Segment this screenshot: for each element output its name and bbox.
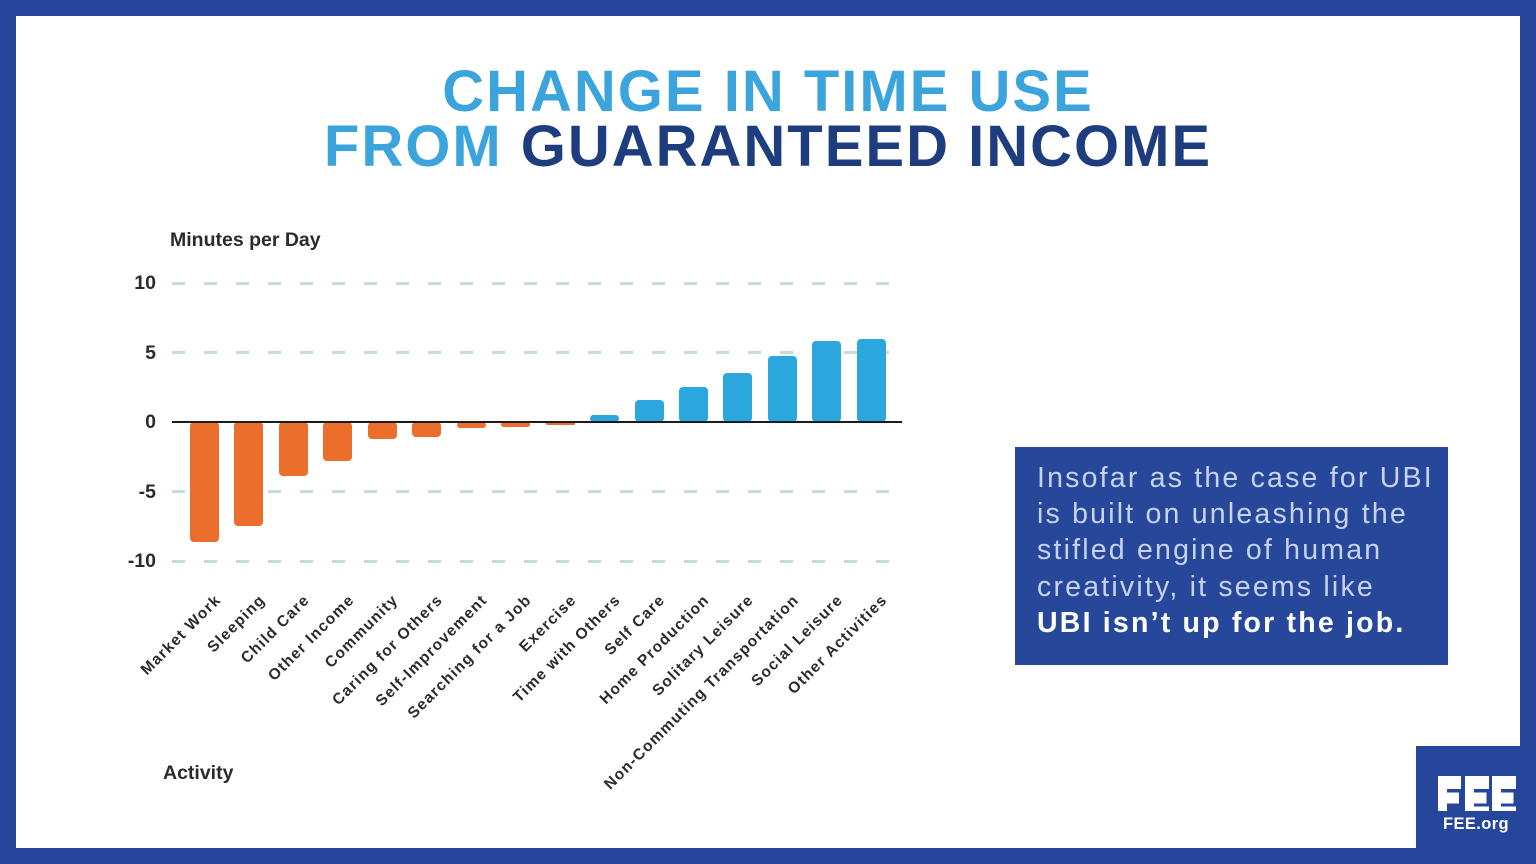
bar-solitary-leisure — [723, 373, 753, 422]
title-line-2: FROM GUARANTEED INCOME — [323, 114, 1213, 179]
bar-time-with-others — [590, 415, 620, 422]
y-tick-label: 0 — [145, 411, 156, 433]
bar-home-production — [678, 387, 708, 422]
y-axis-title: Minutes per Day — [170, 229, 321, 251]
bar-self-care — [634, 399, 664, 422]
bar-non-commuting-transportation — [767, 355, 797, 422]
bar-caring-for-others — [412, 422, 442, 438]
quote-line: is built on unleashing the — [1037, 498, 1408, 531]
bar-market-work — [190, 422, 219, 542]
quote-bold-line: UBI isn’t up for the job. — [1037, 606, 1406, 639]
gridline-y-5 — [172, 490, 902, 493]
quote-box: Insofar as the case for UBI is built on u… — [1015, 447, 1448, 665]
bar-searching-for-a-job — [501, 422, 531, 427]
bar-other-activities — [856, 338, 886, 422]
x-axis-title: Activity — [163, 762, 234, 784]
fee-logo-letters-icon — [1438, 776, 1516, 811]
slide-background: CHANGE IN TIME USE FROM GUARANTEED INCOM… — [16, 16, 1520, 848]
page-title: CHANGE IN TIME USE FROM GUARANTEED INCOM… — [16, 59, 1520, 179]
gridline-y5 — [172, 351, 902, 354]
gridline-y-10 — [172, 559, 902, 563]
quote-line: stifled engine of human — [1037, 534, 1383, 567]
y-tick-label: 10 — [134, 272, 156, 294]
y-tick-label: -5 — [138, 480, 156, 503]
y-tick-label: -10 — [127, 550, 156, 572]
title-line-1: CHANGE IN TIME USE — [442, 59, 1094, 124]
bar-social-leisure — [812, 341, 842, 422]
fee-org-label: FEE.org — [1442, 815, 1510, 833]
bar-child-care — [278, 422, 308, 477]
bar-community — [367, 422, 397, 439]
gridline-y10 — [172, 281, 902, 285]
bar-other-income — [323, 422, 353, 461]
bar-sleeping — [234, 422, 264, 527]
fee-logo: FEE.org — [1416, 746, 1536, 864]
quote-line: creativity, it seems like — [1037, 570, 1375, 603]
y-tick-label: 5 — [145, 341, 156, 364]
x-axis-line — [172, 420, 902, 423]
bar-chart: Minutes per Day 10 5 0 -5 -10 Market Work Slee… — [16, 16, 1520, 848]
quote-line: Insofar as the case for UBI — [1037, 462, 1434, 494]
quote-text: Insofar as the case for UBI is built on u… — [1037, 460, 1438, 605]
bar-self-improvement — [456, 422, 486, 429]
bar-exercise — [545, 422, 575, 425]
